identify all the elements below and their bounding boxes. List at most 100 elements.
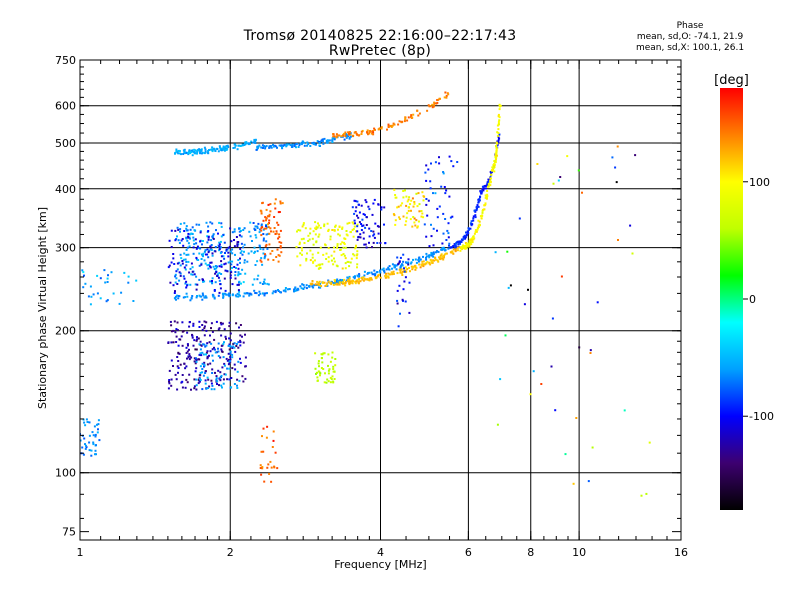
data-point xyxy=(344,267,347,270)
data-point xyxy=(231,347,234,349)
data-point xyxy=(577,169,580,172)
data-point xyxy=(239,145,242,147)
data-point xyxy=(341,135,344,138)
data-point xyxy=(407,206,410,209)
data-point xyxy=(352,235,355,238)
data-point xyxy=(81,446,84,449)
data-point xyxy=(317,251,320,254)
data-point xyxy=(231,353,234,356)
data-point xyxy=(406,200,409,203)
data-point xyxy=(209,266,212,269)
data-point xyxy=(185,236,188,239)
data-point xyxy=(178,242,181,244)
data-point xyxy=(185,151,188,154)
data-point xyxy=(402,253,405,256)
data-point xyxy=(86,421,89,423)
data-point xyxy=(348,132,351,135)
y-tick-label: 400 xyxy=(55,183,76,196)
data-point xyxy=(186,229,189,232)
data-point xyxy=(187,242,190,245)
data-point xyxy=(235,343,238,345)
data-point xyxy=(209,362,212,365)
data-point xyxy=(195,348,198,351)
data-point xyxy=(422,199,425,202)
data-point xyxy=(411,197,414,200)
data-point xyxy=(238,234,241,237)
data-point xyxy=(355,206,358,209)
data-point xyxy=(279,200,282,203)
data-point xyxy=(368,241,370,244)
data-point xyxy=(348,277,351,280)
data-point xyxy=(236,387,239,389)
data-point xyxy=(259,281,262,284)
data-point xyxy=(314,259,316,262)
data-point xyxy=(277,289,279,291)
data-point xyxy=(224,269,227,272)
data-point xyxy=(486,181,489,184)
data-point xyxy=(217,294,220,297)
data-point xyxy=(443,253,446,256)
data-point xyxy=(223,241,226,244)
data-point xyxy=(264,253,266,256)
data-point xyxy=(248,230,251,233)
data-point xyxy=(272,430,275,433)
data-point xyxy=(336,278,339,281)
data-point xyxy=(366,131,369,134)
data-point xyxy=(194,149,197,152)
data-point xyxy=(353,212,356,215)
data-point xyxy=(443,186,446,188)
data-point xyxy=(218,384,220,387)
data-point xyxy=(230,377,233,379)
data-point xyxy=(329,238,332,241)
data-point xyxy=(484,184,487,187)
data-point xyxy=(185,227,188,230)
data-point xyxy=(179,338,182,341)
data-point xyxy=(327,364,329,367)
data-point xyxy=(451,246,454,249)
data-point xyxy=(431,106,434,109)
data-point xyxy=(212,233,215,236)
data-point xyxy=(190,356,193,359)
data-point xyxy=(316,283,319,286)
data-point xyxy=(273,202,276,205)
data-point xyxy=(389,273,392,276)
data-point xyxy=(177,351,180,354)
data-point xyxy=(284,290,287,293)
data-point xyxy=(242,246,245,249)
data-point xyxy=(271,250,274,252)
data-point xyxy=(459,249,462,252)
data-point xyxy=(253,289,256,292)
data-point xyxy=(404,276,407,279)
data-point xyxy=(301,283,304,286)
y-tick-label: 200 xyxy=(55,325,76,338)
data-point xyxy=(189,299,192,302)
data-point xyxy=(214,265,217,267)
data-point xyxy=(220,273,223,275)
data-point xyxy=(564,453,567,456)
data-point xyxy=(203,296,206,299)
data-point xyxy=(90,449,93,452)
data-point xyxy=(342,134,344,137)
data-point xyxy=(179,264,182,267)
data-point xyxy=(390,126,393,128)
data-point xyxy=(489,181,492,184)
data-point xyxy=(332,282,335,284)
data-point xyxy=(311,237,314,240)
x-tick-label: 4 xyxy=(377,546,384,559)
data-point xyxy=(240,235,243,238)
data-point xyxy=(426,109,429,112)
data-point xyxy=(360,204,363,207)
data-point xyxy=(174,295,177,298)
x-tick-label: 16 xyxy=(674,546,688,559)
data-point xyxy=(186,295,189,298)
data-point xyxy=(348,265,351,268)
data-point xyxy=(265,243,268,246)
data-point xyxy=(441,257,444,260)
data-point xyxy=(372,234,375,237)
data-point xyxy=(496,142,499,145)
data-point xyxy=(496,124,499,127)
data-point xyxy=(411,225,414,228)
data-point xyxy=(350,257,353,260)
data-point xyxy=(197,337,200,340)
data-point xyxy=(445,239,448,241)
